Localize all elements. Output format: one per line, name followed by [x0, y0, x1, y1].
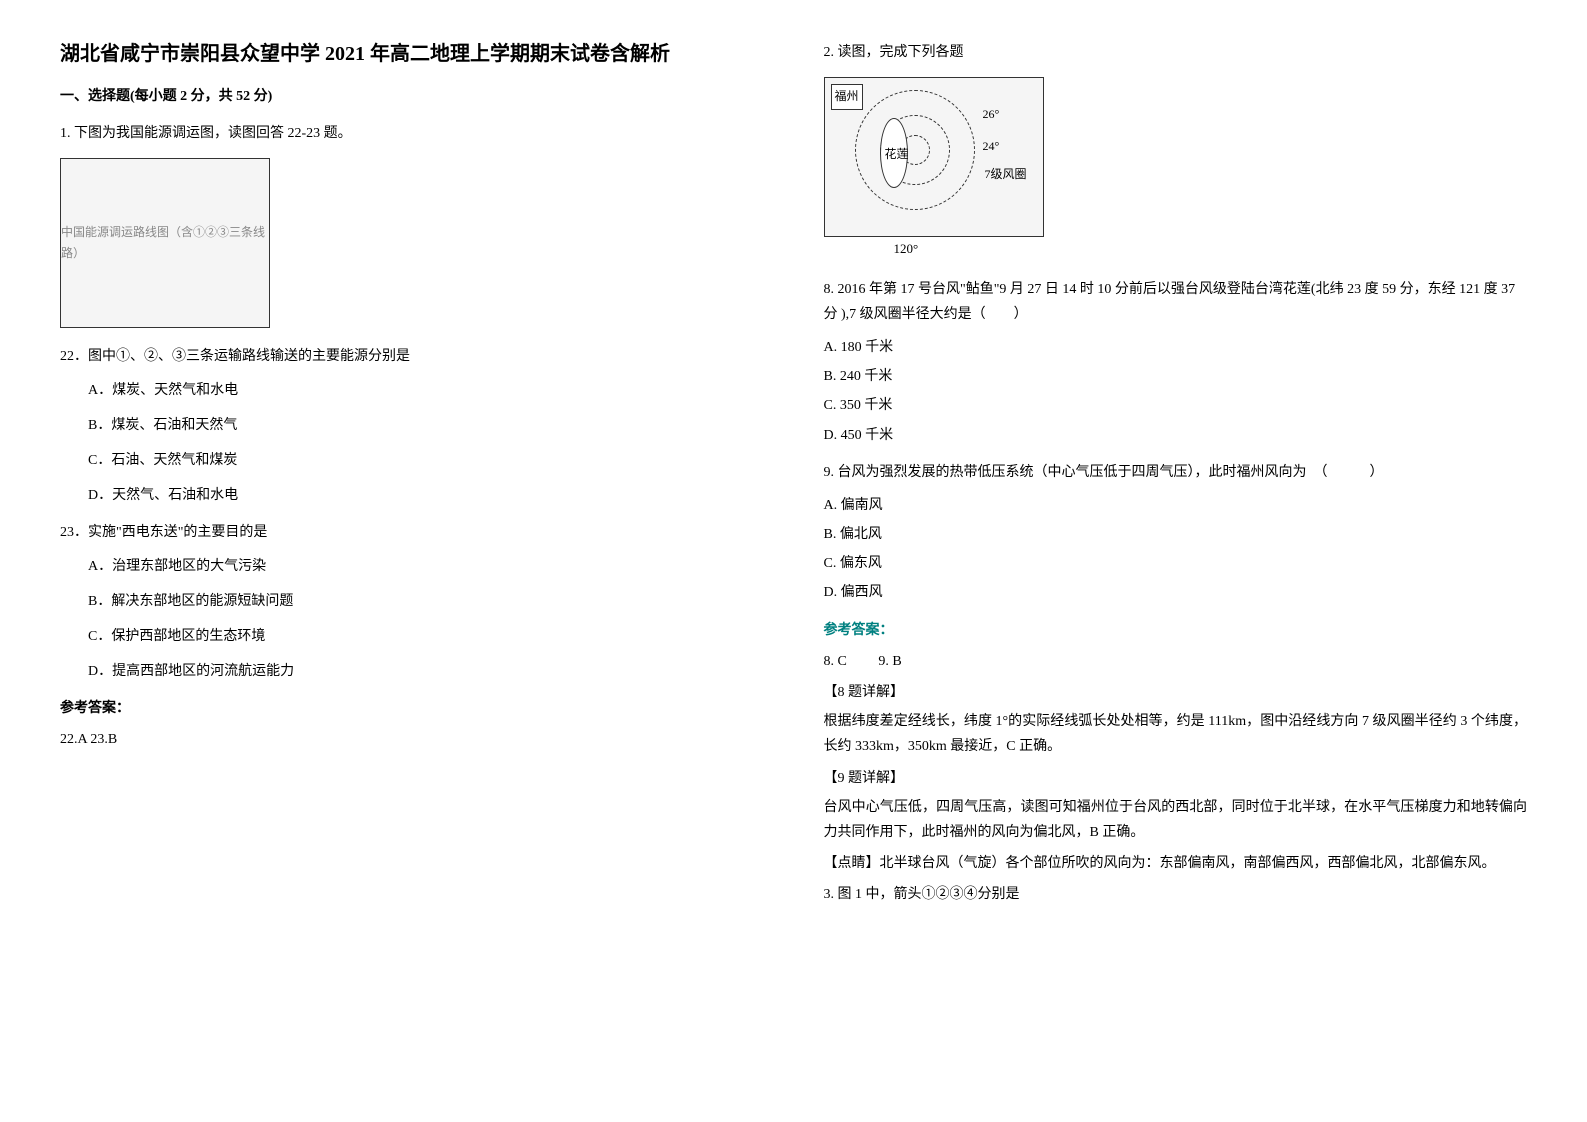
- taiwan-map-placeholder: 福州 花莲 26° 24° 7级风圈: [824, 77, 1044, 237]
- label-lat24: 24°: [983, 136, 1000, 158]
- q8-option-a: A. 180 千米: [824, 335, 1528, 360]
- exp8-heading: 【8 题详解】: [824, 680, 1528, 705]
- answer-1-heading: 参考答案：: [60, 696, 764, 721]
- figure-taiwan-typhoon-map: 福州 花莲 26° 24° 7级风圈 120°: [824, 77, 1528, 260]
- q23-option-d: D．提高西部地区的河流航运能力: [88, 659, 764, 684]
- q9-option-a: A. 偏南风: [824, 493, 1528, 518]
- q2-intro: 2. 读图，完成下列各题: [824, 40, 1528, 65]
- q1-intro: 1. 下图为我国能源调运图，读图回答 22-23 题。: [60, 121, 764, 146]
- exam-title: 湖北省咸宁市崇阳县众望中学 2021 年高二地理上学期期末试卷含解析: [60, 40, 764, 68]
- question-8: 8. 2016 年第 17 号台风"鲇鱼"9 月 27 日 14 时 10 分前…: [824, 277, 1528, 448]
- q8-option-d: D. 450 千米: [824, 423, 1528, 448]
- answer-2-text: 8. C 9. B: [824, 649, 1528, 674]
- exp9-heading: 【9 题详解】: [824, 766, 1528, 791]
- exam-page: 湖北省咸宁市崇阳县众望中学 2021 年高二地理上学期期末试卷含解析 一、选择题…: [60, 40, 1527, 918]
- figure-china-energy-map: 中国能源调运路线图（含①②③三条线路）: [60, 158, 764, 328]
- q9-options: A. 偏南风 B. 偏北风 C. 偏东风 D. 偏西风: [824, 493, 1528, 606]
- q9-option-d: D. 偏西风: [824, 580, 1528, 605]
- q23-text: 23．实施"西电东送"的主要目的是: [60, 520, 764, 545]
- q9-option-c: C. 偏东风: [824, 551, 1528, 576]
- q8-option-b: B. 240 千米: [824, 364, 1528, 389]
- label-fuzhou: 福州: [831, 84, 863, 110]
- q23-option-b: B．解决东部地区的能源短缺问题: [88, 589, 764, 614]
- answer-2-heading: 参考答案：: [824, 618, 1528, 643]
- q8-option-c: C. 350 千米: [824, 393, 1528, 418]
- q22-option-a: A．煤炭、天然气和水电: [88, 378, 764, 403]
- right-column: 2. 读图，完成下列各题 福州 花莲 26° 24° 7级风圈 120° 8. …: [824, 40, 1528, 918]
- question-9: 9. 台风为强烈发展的热带低压系统（中心气压低于四周气压），此时福州风向为 （ …: [824, 460, 1528, 606]
- label-hualian: 花莲: [885, 144, 909, 166]
- q22-options: A．煤炭、天然气和水电 B．煤炭、石油和天然气 C．石油、天然气和煤炭 D．天然…: [60, 378, 764, 509]
- q22-option-c: C．石油、天然气和煤炭: [88, 448, 764, 473]
- china-map-placeholder: 中国能源调运路线图（含①②③三条线路）: [60, 158, 270, 328]
- label-lon120: 120°: [894, 237, 1528, 260]
- label-wind7: 7级风圈: [985, 164, 1027, 186]
- q8-options: A. 180 千米 B. 240 千米 C. 350 千米 D. 450 千米: [824, 335, 1528, 448]
- q23-options: A．治理东部地区的大气污染 B．解决东部地区的能源短缺问题 C．保护西部地区的生…: [60, 554, 764, 685]
- label-lat26: 26°: [983, 104, 1000, 126]
- question-22: 22．图中①、②、③三条运输路线输送的主要能源分别是 A．煤炭、天然气和水电 B…: [60, 344, 764, 508]
- q8-text: 8. 2016 年第 17 号台风"鲇鱼"9 月 27 日 14 时 10 分前…: [824, 277, 1528, 327]
- q9-option-b: B. 偏北风: [824, 522, 1528, 547]
- q9-text: 9. 台风为强烈发展的热带低压系统（中心气压低于四周气压），此时福州风向为 （ …: [824, 460, 1528, 485]
- left-column: 湖北省咸宁市崇阳县众望中学 2021 年高二地理上学期期末试卷含解析 一、选择题…: [60, 40, 764, 918]
- tip-text: 【点睛】北半球台风（气旋）各个部位所吹的风向为：东部偏南风，南部偏西风，西部偏北…: [824, 851, 1528, 876]
- q22-text: 22．图中①、②、③三条运输路线输送的主要能源分别是: [60, 344, 764, 369]
- exp9-text: 台风中心气压低，四周气压高，读图可知福州位于台风的西北部，同时位于北半球，在水平…: [824, 795, 1528, 845]
- q23-option-a: A．治理东部地区的大气污染: [88, 554, 764, 579]
- q22-option-b: B．煤炭、石油和天然气: [88, 413, 764, 438]
- answer-1-text: 22.A 23.B: [60, 727, 764, 752]
- figure-alt-text: 中国能源调运路线图（含①②③三条线路）: [61, 222, 269, 265]
- exp8-text: 根据纬度差定经线长，纬度 1°的实际经线弧长处处相等，约是 111km，图中沿经…: [824, 709, 1528, 759]
- section-1-heading: 一、选择题(每小题 2 分，共 52 分): [60, 84, 764, 109]
- q23-option-c: C．保护西部地区的生态环境: [88, 624, 764, 649]
- question-23: 23．实施"西电东送"的主要目的是 A．治理东部地区的大气污染 B．解决东部地区…: [60, 520, 764, 684]
- q3-text: 3. 图 1 中，箭头①②③④分别是: [824, 882, 1528, 907]
- q22-option-d: D．天然气、石油和水电: [88, 483, 764, 508]
